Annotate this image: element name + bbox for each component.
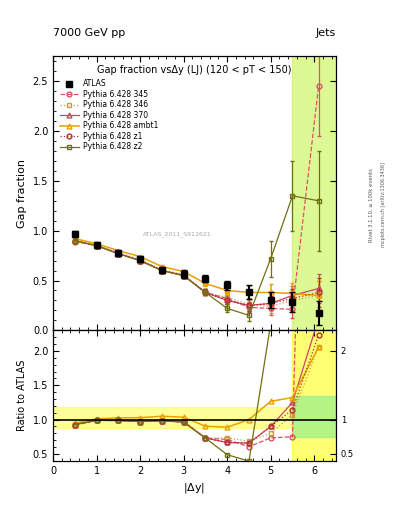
Text: Gap fraction vsΔy (LJ) (120 < pT < 150): Gap fraction vsΔy (LJ) (120 < pT < 150) [97,65,292,75]
Text: mcplots.cern.ch [arXiv:1306.3436]: mcplots.cern.ch [arXiv:1306.3436] [381,162,386,247]
Legend: ATLAS, Pythia 6.428 345, Pythia 6.428 346, Pythia 6.428 370, Pythia 6.428 ambt1,: ATLAS, Pythia 6.428 345, Pythia 6.428 34… [60,79,158,152]
Text: 7000 GeV pp: 7000 GeV pp [53,28,125,38]
Text: Rivet 3.1.10, ≥ 100k events: Rivet 3.1.10, ≥ 100k events [369,168,374,242]
Y-axis label: Gap fraction: Gap fraction [17,159,27,228]
Text: ATLAS_2011_S912621: ATLAS_2011_S912621 [143,231,212,237]
Text: Jets: Jets [316,28,336,38]
X-axis label: |$\Delta$y|: |$\Delta$y| [184,481,206,495]
Y-axis label: Ratio to ATLAS: Ratio to ATLAS [17,360,27,431]
